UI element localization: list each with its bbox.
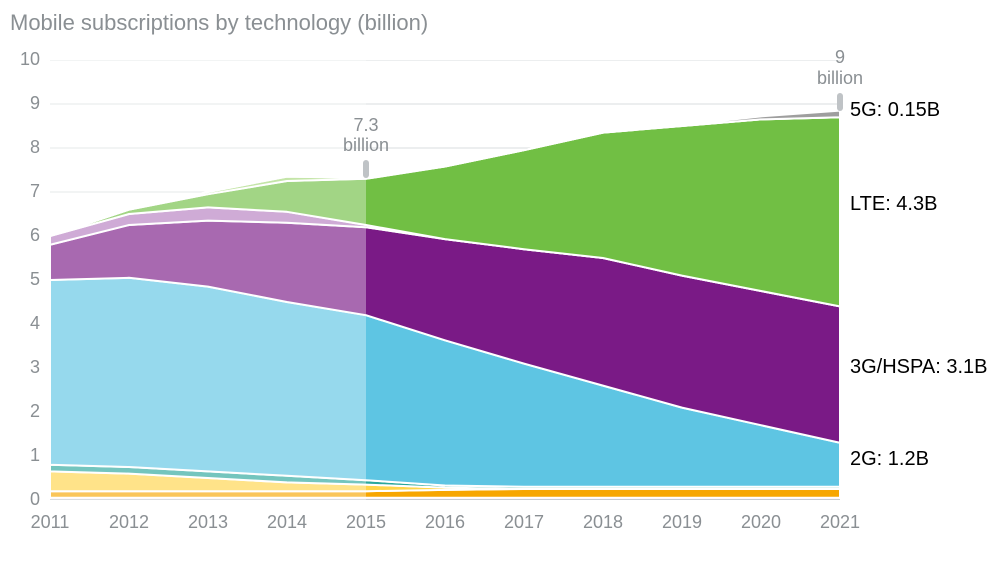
- callout-unit: billion: [800, 68, 880, 89]
- y-tick-label: 3: [10, 357, 40, 378]
- y-tick-label: 2: [10, 401, 40, 422]
- y-tick-label: 8: [10, 137, 40, 158]
- callout-tick: [363, 160, 369, 178]
- series-end-label: 5G: 0.15B: [850, 99, 940, 122]
- y-tick-label: 7: [10, 181, 40, 202]
- x-tick-label: 2017: [504, 512, 544, 533]
- series-end-label: 2G: 1.2B: [850, 448, 929, 471]
- callout-value: 9: [835, 47, 845, 67]
- x-tick-label: 2015: [346, 512, 386, 533]
- y-tick-label: 1: [10, 445, 40, 466]
- y-tick-label: 9: [10, 93, 40, 114]
- series-end-label: 3G/HSPA: 3.1B: [850, 356, 987, 379]
- y-tick-label: 0: [10, 489, 40, 510]
- x-tick-label: 2021: [820, 512, 860, 533]
- y-tick-label: 5: [10, 269, 40, 290]
- stacked-area-svg: [50, 60, 840, 500]
- x-tick-label: 2016: [425, 512, 465, 533]
- callout-value: 7.3: [353, 115, 378, 135]
- x-tick-label: 2012: [109, 512, 149, 533]
- callout-tick: [837, 93, 843, 111]
- x-tick-label: 2014: [267, 512, 307, 533]
- series-end-label: LTE: 4.3B: [850, 193, 937, 216]
- chart-plot-area: [50, 60, 840, 500]
- callout-unit: billion: [326, 135, 406, 156]
- y-tick-label: 10: [10, 49, 40, 70]
- x-tick-label: 2013: [188, 512, 228, 533]
- callout-label: 9billion: [800, 47, 880, 88]
- y-tick-label: 6: [10, 225, 40, 246]
- y-tick-label: 4: [10, 313, 40, 334]
- callout-label: 7.3billion: [326, 115, 406, 156]
- x-tick-label: 2019: [662, 512, 702, 533]
- x-tick-label: 2020: [741, 512, 781, 533]
- x-tick-label: 2018: [583, 512, 623, 533]
- x-tick-label: 2011: [31, 512, 70, 533]
- chart-title: Mobile subscriptions by technology (bill…: [10, 10, 428, 36]
